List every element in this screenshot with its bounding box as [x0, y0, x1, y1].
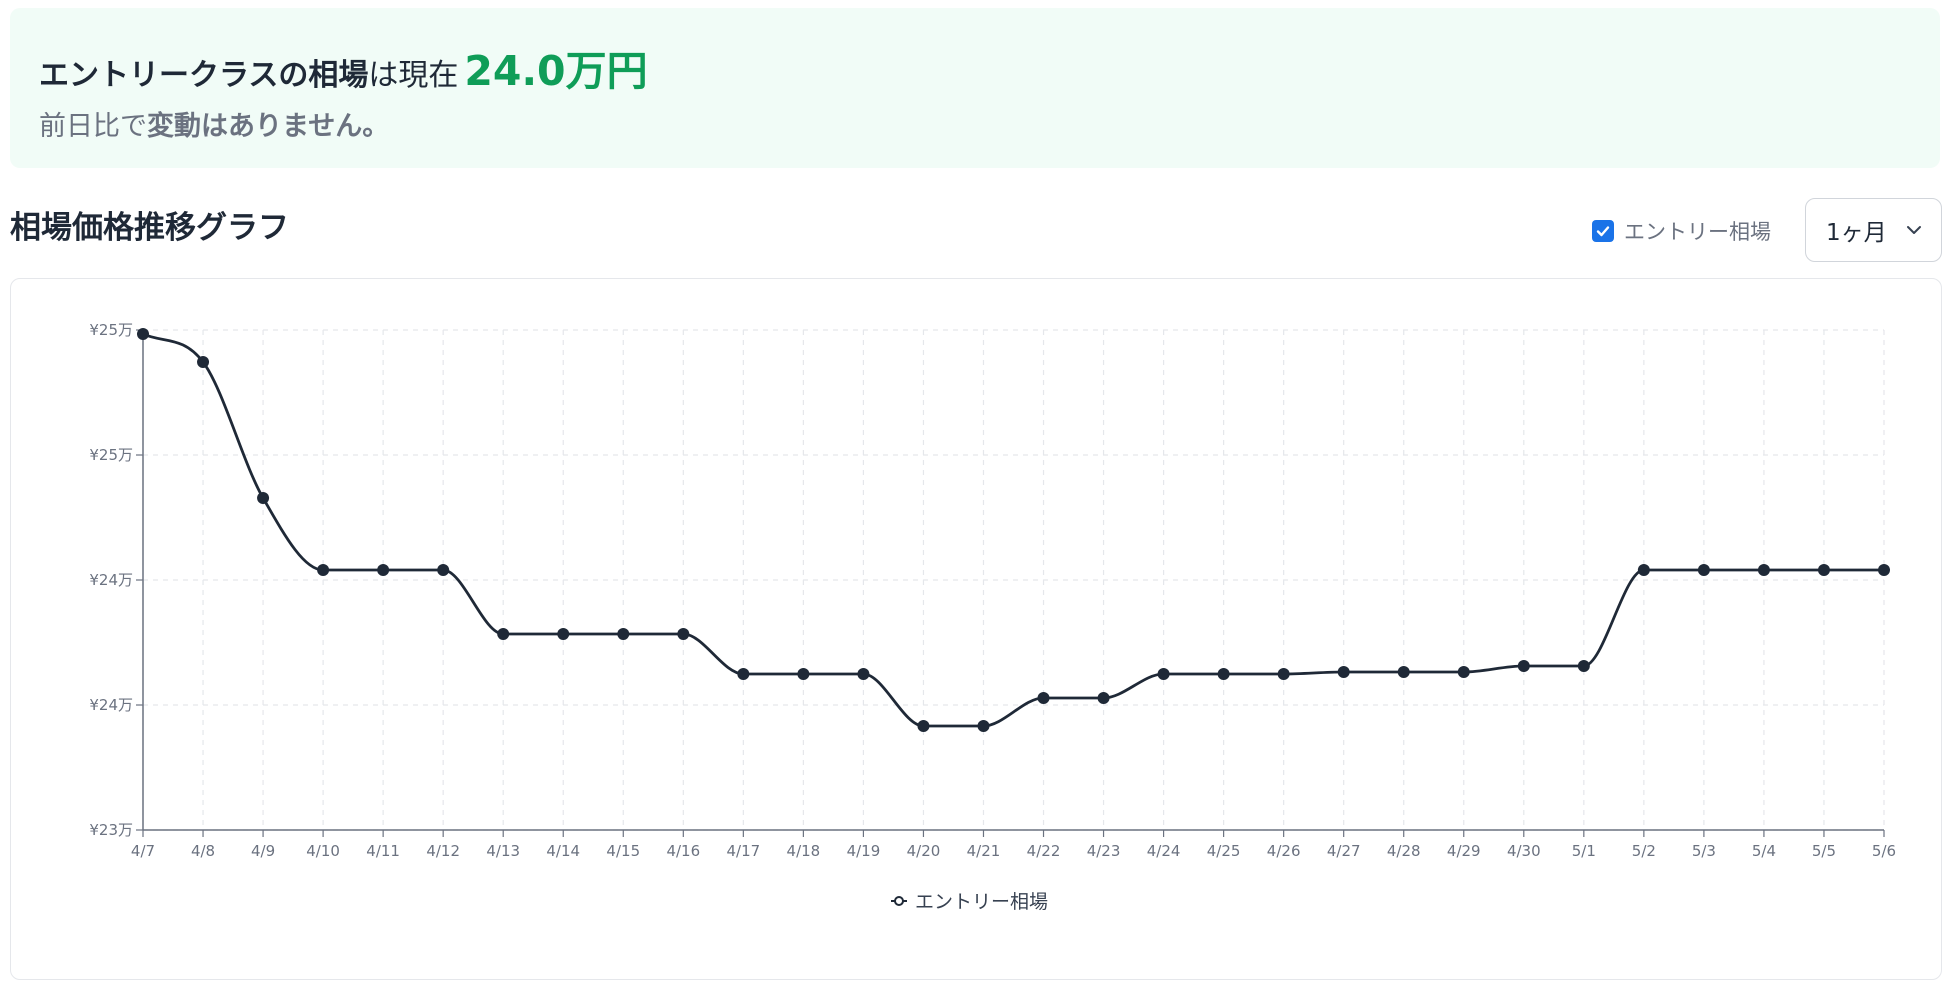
data-point [1217, 668, 1230, 680]
day-change-line: 前日比で変動はありません。 [39, 107, 389, 147]
y-tick-label: ¥24万 [89, 571, 133, 589]
data-point [1637, 564, 1650, 576]
x-tick-label: 4/17 [727, 842, 761, 860]
y-tick-label: ¥25万 [89, 446, 133, 464]
period-select-value: 1ヶ月 [1826, 220, 1887, 246]
current-price-line: エントリークラスの相場は現在 24.0万円 [39, 46, 648, 101]
y-tick-label: ¥25万 [89, 321, 133, 339]
compare-result-label: 変動はありません。 [147, 111, 390, 142]
data-point [497, 628, 510, 640]
x-tick-label: 4/24 [1147, 842, 1181, 860]
chevron-down-icon [1907, 226, 1921, 234]
data-point [1097, 692, 1110, 704]
period-select[interactable]: 1ヶ月 [1805, 198, 1942, 262]
x-tick-label: 4/9 [251, 842, 275, 860]
series-toggle-label: エントリー相場 [1624, 220, 1771, 244]
data-point [1397, 666, 1410, 678]
x-tick-label: 4/19 [847, 842, 881, 860]
x-tick-label: 4/11 [366, 842, 400, 860]
x-tick-label: 4/8 [191, 842, 215, 860]
data-point [197, 356, 210, 368]
data-point [257, 492, 270, 504]
x-tick-label: 4/23 [1087, 842, 1121, 860]
x-tick-label: 4/16 [666, 842, 700, 860]
data-point [1517, 660, 1530, 672]
data-point [1337, 666, 1350, 678]
x-tick-label: 4/22 [1027, 842, 1061, 860]
x-tick-label: 4/21 [967, 842, 1001, 860]
x-tick-label: 5/2 [1632, 842, 1656, 860]
data-point [1157, 668, 1170, 680]
data-point [377, 564, 390, 576]
x-tick-label: 4/13 [486, 842, 520, 860]
data-point [137, 328, 149, 340]
data-point [797, 668, 810, 680]
x-tick-label: 4/30 [1507, 842, 1541, 860]
data-point [1577, 660, 1590, 672]
data-point [617, 628, 630, 640]
data-point [917, 720, 930, 732]
data-point [1817, 564, 1830, 576]
x-tick-label: 5/4 [1752, 842, 1776, 860]
data-point [857, 668, 870, 680]
data-point [1037, 692, 1050, 704]
x-tick-label: 4/20 [907, 842, 941, 860]
data-point [1878, 564, 1890, 576]
series-checkbox[interactable] [1592, 220, 1614, 242]
legend-label: エントリー相場 [915, 891, 1048, 913]
x-tick-label: 5/5 [1812, 842, 1836, 860]
data-point [437, 564, 450, 576]
x-tick-label: 4/18 [787, 842, 821, 860]
data-point [557, 628, 570, 640]
x-tick-label: 5/6 [1872, 842, 1896, 860]
is-now-label: は現在 [368, 58, 459, 93]
data-point [1697, 564, 1710, 576]
x-tick-label: 4/28 [1387, 842, 1421, 860]
series-line-entry [142, 332, 1884, 728]
compare-prefix-label: 前日比で [39, 111, 147, 142]
check-icon [1596, 226, 1610, 237]
section-title: 相場価格推移グラフ [10, 210, 289, 246]
data-point [737, 668, 750, 680]
x-tick-label: 4/29 [1447, 842, 1481, 860]
chart-card: ¥25万 ¥25万 ¥24万 ¥24万 ¥23万 4/7 4/8 4/9 4/10 4/11 4/1… [10, 278, 1942, 980]
data-point [1757, 564, 1770, 576]
x-tick-label: 4/26 [1267, 842, 1301, 860]
data-point [1277, 668, 1290, 680]
y-tick-label: ¥24万 [89, 696, 133, 714]
series-toggle[interactable]: エントリー相場 [1592, 216, 1771, 246]
y-tick-label: ¥23万 [89, 821, 133, 839]
x-tick-label: 4/12 [426, 842, 460, 860]
x-tick-label: 5/1 [1572, 842, 1596, 860]
current-price-value: 24.0万円 [464, 47, 648, 95]
class-name-label: エントリークラスの相場 [39, 58, 369, 93]
price-trend-chart: ¥25万 ¥25万 ¥24万 ¥24万 ¥23万 4/7 4/8 4/9 4/10 4/11 4/1… [89, 321, 1896, 913]
price-summary-panel: エントリークラスの相場は現在 24.0万円 前日比で変動はありません。 [10, 8, 1940, 168]
x-tick-label: 4/27 [1327, 842, 1361, 860]
x-tick-label: 4/15 [606, 842, 640, 860]
x-tick-label: 4/14 [546, 842, 580, 860]
x-tick-label: 5/3 [1692, 842, 1716, 860]
data-point [317, 564, 330, 576]
data-point [1457, 666, 1470, 678]
x-tick-label: 4/7 [131, 842, 155, 860]
legend-marker [894, 896, 904, 906]
x-tick-label: 4/25 [1207, 842, 1241, 860]
data-point [677, 628, 690, 640]
x-tick-label: 4/10 [306, 842, 340, 860]
data-point [977, 720, 990, 732]
